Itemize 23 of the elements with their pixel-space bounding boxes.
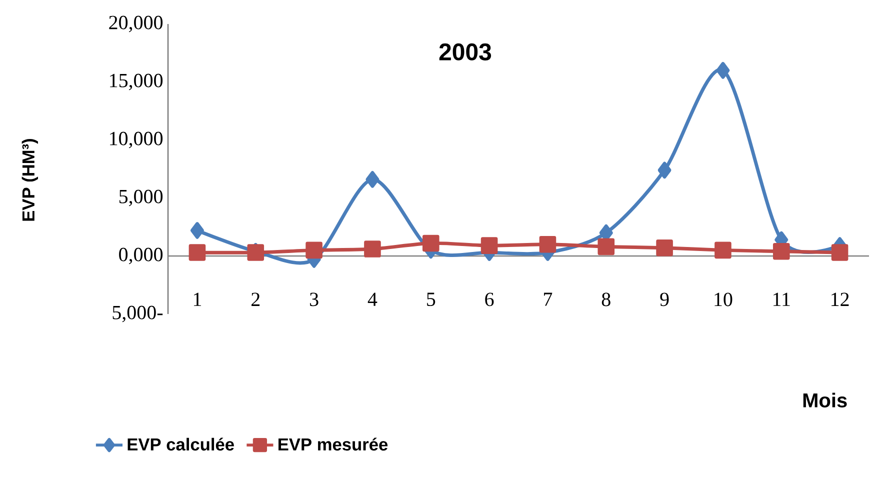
x-tick-label: 3 — [310, 292, 318, 306]
x-tick-label: 4 — [368, 292, 378, 306]
x-tick-label: 9 — [660, 292, 669, 306]
y-tick-label: 10,000 — [110, 132, 163, 148]
y-tick-label: 15,000 — [110, 74, 163, 90]
x-tick-label: 8 — [602, 292, 610, 306]
legend-label: EVP mesurée — [278, 438, 388, 451]
text: 2003 — [439, 43, 492, 60]
x-tick-label: 2 — [252, 292, 260, 306]
x-tick-label: 1 — [194, 292, 202, 306]
y-tick-label: 5,000- — [112, 306, 163, 322]
x-tick-label: 12 — [832, 292, 849, 306]
legend-label: EVP calculée — [128, 438, 234, 451]
x-tick-label: 6 — [485, 292, 494, 306]
y-axis-title: EVP (HM³) — [22, 139, 38, 221]
x-tick-label: 11 — [774, 292, 790, 306]
x-tick-label: 10 — [714, 292, 732, 306]
x-axis-title: Mois — [803, 392, 847, 408]
y-tick-label: 0,000 — [119, 248, 163, 264]
y-tick-label: 20,000 — [109, 16, 163, 32]
y-tick-label: 5,000 — [119, 190, 163, 206]
x-tick-label: 7 — [544, 292, 552, 306]
x-tick-label: 5 — [427, 292, 436, 306]
